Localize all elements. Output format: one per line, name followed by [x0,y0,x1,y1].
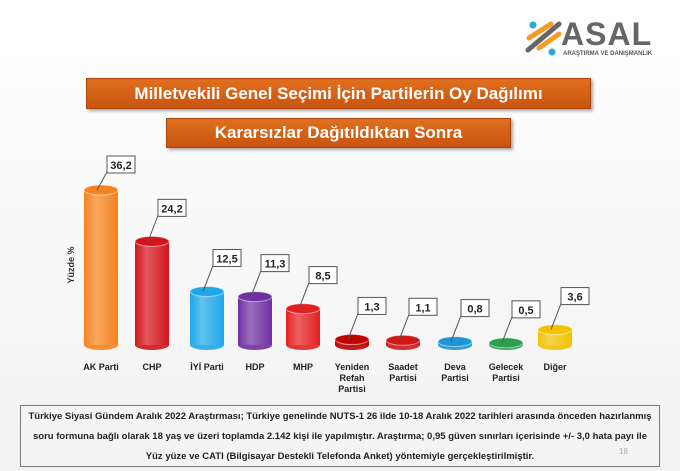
category-label: Diğer [543,362,567,372]
methodology-note: Türkiye Siyasi Gündem Aralık 2022 Araştı… [20,405,660,467]
note-line: Yüz yüze ve CATI (Bilgisayar Destekli Te… [145,451,535,462]
label-leader-line [501,316,513,344]
logo-subtitle: ARAŞTIRMA VE DANIŞMANLIK [563,51,653,57]
label-leader-line [347,313,359,340]
category-label: Partisi [338,384,366,394]
data-label-box [460,299,490,318]
data-label-box [212,248,242,267]
label-leader-line [96,171,108,191]
bar-top [437,336,473,348]
data-label-box [106,155,136,174]
data-label-box [408,297,438,316]
note-line: Türkiye Siyasi Gündem Aralık 2022 Araştı… [28,411,652,422]
category-label: HDP [245,362,264,372]
data-label: 1,1 [415,302,430,314]
bar-top [488,337,524,349]
page-title: Milletvekili Genel Seçimi İçin Partileri… [86,78,591,109]
bar-highlight [238,296,272,345]
data-label-box [260,254,290,273]
bar-highlight [286,308,320,345]
category-label: Refah [339,373,364,383]
bar-top [334,333,370,345]
category-label: İYİ Parti [190,362,224,372]
data-label-box [560,287,590,306]
label-leader-line [202,265,214,292]
category-label: Gelecek [489,362,525,372]
label-leader-line [147,215,159,242]
label-leader-line [298,282,310,309]
data-label-box [357,296,387,315]
bar-top [385,334,421,346]
label-leader-line [550,303,562,330]
bar-highlight [84,190,118,345]
data-label: 0,5 [518,305,533,317]
category-label: MHP [293,362,313,372]
label-leader-line [450,315,462,342]
data-label-box [157,198,187,217]
label-leader-line [398,314,410,341]
data-label-box [308,266,338,285]
data-label: 1,3 [364,301,379,313]
data-label: 12,5 [216,253,237,265]
bar-top [237,291,273,303]
category-label: CHP [142,362,161,372]
category-label: Deva [444,362,467,372]
note-line: soru formuna bağlı olarak 18 yaş ve üzer… [33,431,647,442]
bar-top [189,285,225,297]
data-label: 11,3 [265,259,286,271]
category-label: Partisi [441,373,469,383]
bar-highlight [190,291,224,345]
bar-top [83,184,119,196]
data-label: 0,8 [467,304,482,316]
logo-mark-icon [525,21,562,56]
bar-top [537,324,573,336]
category-label: AK Parti [83,362,119,372]
data-label-box [511,300,541,319]
logo-name: ASAL [561,16,653,52]
y-axis-label: Yüzde % [66,246,76,283]
data-label: 8,5 [315,271,330,283]
asal-logo: ASAL ARAŞTIRMA VE DANIŞMANLIK [525,16,670,58]
bar-chart: Yüzde % 36,2 AK Parti 24,2 CHP 12,5 İYİ Parti 1… [66,155,590,394]
bar-top [285,303,321,315]
category-label: Partisi [389,373,417,383]
category-label: Partisi [492,373,520,383]
data-label: 3,6 [567,292,582,304]
data-label: 36,2 [110,160,131,172]
bar-highlight [135,241,169,345]
page-subtitle: Kararsızlar Dağıtıldıktan Sonra [166,118,511,148]
category-label: Yeniden [335,362,370,372]
category-label: Saadet [388,362,418,372]
label-leader-line [250,270,262,297]
bar-top [134,235,170,247]
page-number: 18 [619,447,628,456]
data-label: 24,2 [161,203,182,215]
